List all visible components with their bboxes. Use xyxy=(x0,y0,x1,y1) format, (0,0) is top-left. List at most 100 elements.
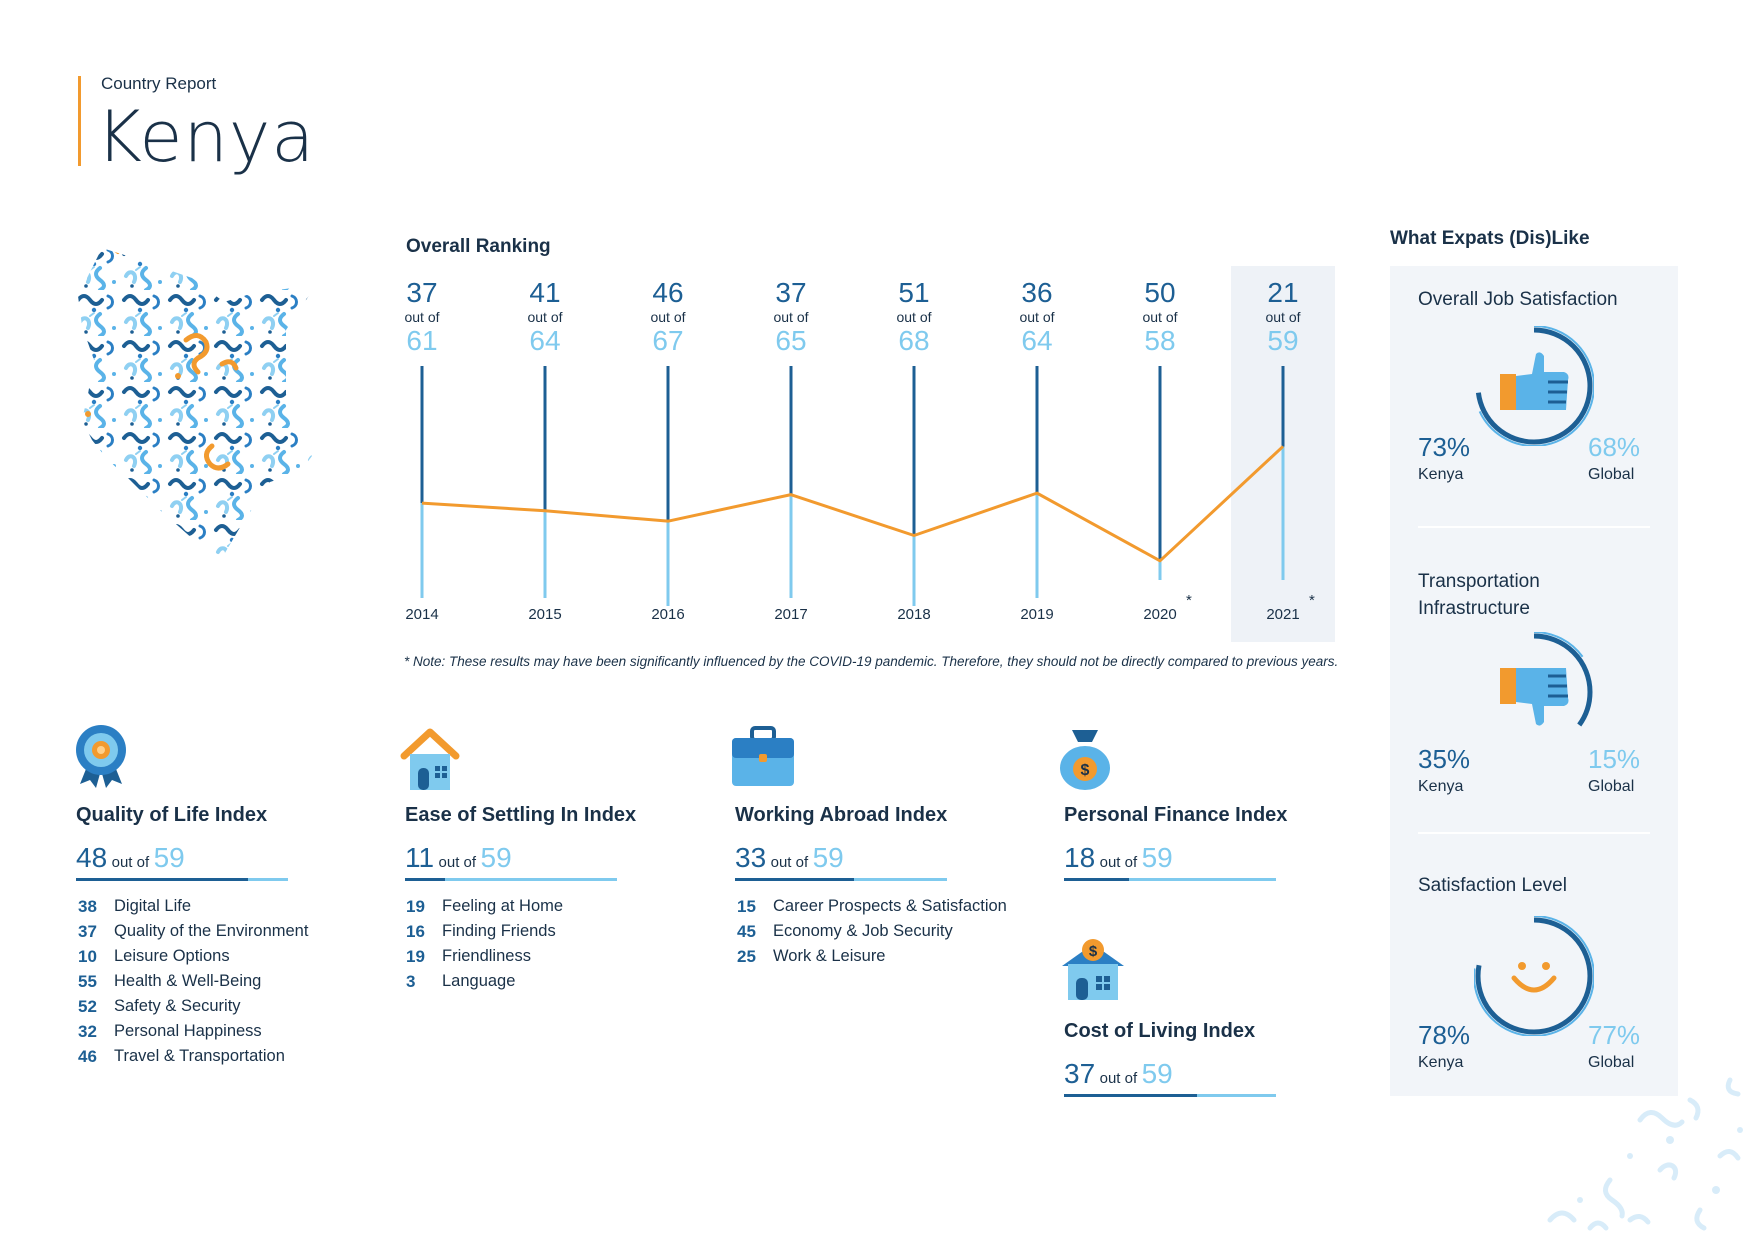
rank-out-of: out of xyxy=(773,309,809,325)
thumbs-up-icon xyxy=(1500,352,1569,410)
sub-index-item: 10 Leisure Options xyxy=(78,944,308,969)
ranking-chart-svg xyxy=(420,266,1335,642)
title-accent-bar xyxy=(78,76,81,166)
score-bar xyxy=(735,878,947,881)
report-label: Country Report xyxy=(101,74,217,93)
index-score: 48 out of 59 xyxy=(76,842,185,874)
score-bar-fill xyxy=(1064,1094,1197,1097)
sub-index-item: 52 Safety & Security xyxy=(78,994,308,1019)
rank-label-2020: 50 out of 58 xyxy=(1115,278,1205,356)
sub-index-rank: 32 xyxy=(78,1021,97,1041)
year-label: 2014 xyxy=(405,606,439,623)
sub-index-rank: 52 xyxy=(78,996,97,1016)
smiley-icon xyxy=(1511,962,1557,993)
year-label: 2015 xyxy=(528,606,562,623)
satisfaction-gauge xyxy=(1474,916,1594,1036)
expat-item-title: Satisfaction Level xyxy=(1418,875,1567,896)
sub-index-list: 38 Digital Life 37 Quality of the Environme… xyxy=(78,894,308,1069)
decorative-pattern xyxy=(1547,1077,1743,1231)
expats-title: What Expats (Dis)Like xyxy=(1390,228,1590,249)
rank-total: 64 xyxy=(529,325,561,356)
rank-value: 37 xyxy=(406,277,438,308)
index-title: Ease of Settling In Index xyxy=(405,804,637,826)
sub-index-item: 37 Quality of the Environment xyxy=(78,919,308,944)
sub-index-rank: 25 xyxy=(737,946,756,966)
score-bar xyxy=(405,878,617,881)
sub-index-rank: 10 xyxy=(78,946,97,966)
overall-ranking-chart: 37 out of 61 2014 41 out of 64 2015 46 out of 67 20… xyxy=(380,258,1360,658)
index-title: Working Abroad Index xyxy=(735,804,948,826)
rank-total: 61 xyxy=(406,325,438,356)
rank-value: 51 xyxy=(898,277,930,308)
kenya-value: 78% xyxy=(1418,1020,1471,1050)
rank-total: 65 xyxy=(775,325,807,356)
expat-item-title: Transportation Infrastructure xyxy=(1418,571,1540,619)
rank-label-2019: 36 out of 64 xyxy=(992,278,1082,356)
index-score-value: 37 xyxy=(1064,1058,1096,1089)
sub-index-label: Leisure Options xyxy=(114,947,230,965)
sub-index-label: Work & Leisure xyxy=(773,947,886,965)
sub-index-rank: 19 xyxy=(406,896,425,916)
sub-index-item: 15 Career Prospects & Satisfaction xyxy=(737,894,1007,919)
kenya-map-illustration xyxy=(78,248,312,558)
index-score-total: 59 xyxy=(480,842,512,873)
index-score-total: 59 xyxy=(153,842,185,873)
sub-index-item: 45 Economy & Job Security xyxy=(737,919,1007,944)
rank-out-of: out of xyxy=(1019,309,1055,325)
rank-out-of: out of xyxy=(1265,309,1301,325)
score-bar-fill xyxy=(735,878,854,881)
score-bar-fill xyxy=(1064,878,1129,881)
score-bar-fill xyxy=(76,878,249,881)
index-score: 11 out of 59 xyxy=(405,842,512,874)
kenya-value: 73% xyxy=(1418,432,1471,462)
sub-index-item: 3 Language xyxy=(406,969,563,994)
rank-label-2014: 37 out of 61 xyxy=(377,278,467,356)
index-score-out-of: out of xyxy=(1099,1070,1138,1087)
money-bag-icon: $ xyxy=(1060,730,1110,790)
index-score-total: 59 xyxy=(812,842,844,873)
ranking-line xyxy=(421,445,1285,563)
year-label: 2020 xyxy=(1143,606,1177,623)
sub-index-rank: 38 xyxy=(78,896,97,916)
sub-index-label: Career Prospects & Satisfaction xyxy=(773,897,1007,915)
year-label: 2019 xyxy=(1020,606,1054,623)
sub-index-label: Travel & Transportation xyxy=(114,1047,285,1065)
kenya-gauge-arc xyxy=(1475,633,1593,751)
score-bar-fill xyxy=(405,878,445,881)
global-label: Global xyxy=(1588,778,1635,795)
rank-total: 59 xyxy=(1267,325,1299,356)
rank-total: 68 xyxy=(898,325,930,356)
rank-value: 50 xyxy=(1144,277,1176,308)
sub-index-label: Finding Friends xyxy=(442,922,556,940)
divider xyxy=(1418,832,1650,834)
rank-out-of: out of xyxy=(650,309,686,325)
kenya-label: Kenya xyxy=(1418,466,1464,483)
svg-text:$: $ xyxy=(1081,762,1090,779)
expat-item-title: Overall Job Satisfaction xyxy=(1418,289,1618,310)
index-score: 18 out of 59 xyxy=(1064,842,1173,874)
chart-note: * Note: These results may have been sign… xyxy=(404,654,1339,669)
sub-index-rank: 45 xyxy=(737,921,756,941)
rank-label-2016: 46 out of 67 xyxy=(623,278,713,356)
asterisk-mark: * xyxy=(1186,592,1192,609)
sub-index-item: 25 Work & Leisure xyxy=(737,944,1007,969)
index-score-value: 33 xyxy=(735,842,767,873)
rank-value: 21 xyxy=(1267,277,1299,308)
svg-text:$: $ xyxy=(1089,943,1098,960)
expats-panel: Overall Job Satisfaction 73% 68% Kenya G… xyxy=(1390,266,1678,1096)
satisfaction-gauge xyxy=(1474,632,1594,752)
rank-total: 64 xyxy=(1021,325,1053,356)
sub-index-item: 16 Finding Friends xyxy=(406,919,563,944)
sub-index-item: 46 Travel & Transportation xyxy=(78,1044,308,1069)
rank-out-of: out of xyxy=(896,309,932,325)
sub-index-item: 38 Digital Life xyxy=(78,894,308,919)
sub-index-label: Friendliness xyxy=(442,947,531,965)
global-label: Global xyxy=(1588,466,1635,483)
award-ribbon-icon xyxy=(76,725,126,788)
rank-out-of: out of xyxy=(404,309,440,325)
index-title: Quality of Life Index xyxy=(76,804,268,826)
sub-index-item: 32 Personal Happiness xyxy=(78,1019,308,1044)
rank-value: 41 xyxy=(529,277,561,308)
sub-index-label: Health & Well-Being xyxy=(114,972,262,990)
sub-index-label: Quality of the Environment xyxy=(114,922,309,940)
